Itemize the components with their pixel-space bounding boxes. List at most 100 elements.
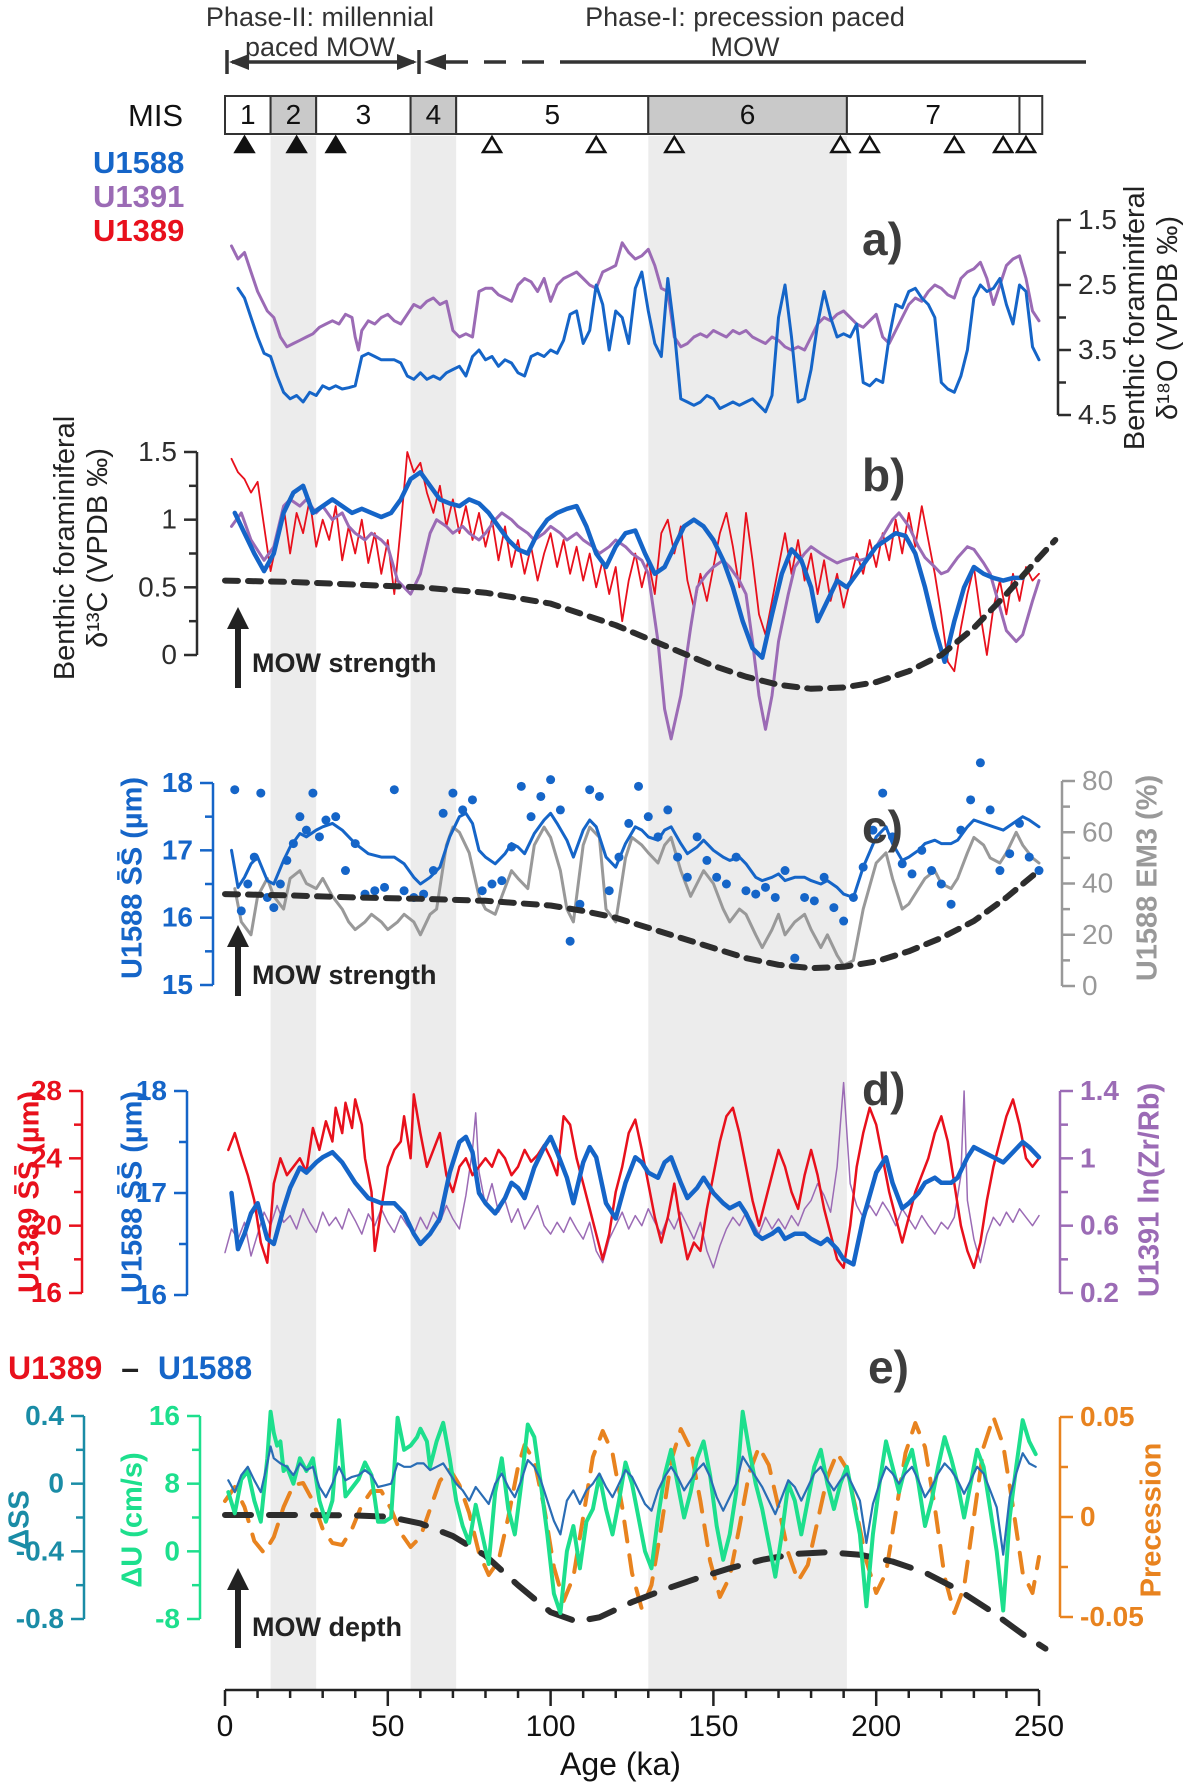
axis-a_d18o: 1.5 2.5 3.5 4.5: [1056, 204, 1117, 430]
tick-label: 1.5: [1078, 204, 1117, 235]
axis-d_znr: 1.4 1 0.6 0.2: [1058, 1075, 1119, 1308]
tick-label: 40: [1082, 868, 1113, 899]
arrowhead-left-icon: [229, 54, 249, 70]
age-axis: 0 50 100 150 200 250: [217, 1688, 1064, 1743]
series-c-u1588-ss-samples-dot: [702, 855, 712, 865]
tick-label: 17: [136, 1177, 167, 1208]
open-triangle-icon: [1014, 134, 1038, 154]
series-c-u1588-ss-samples-dot: [917, 845, 927, 855]
mis-box-4: [409, 95, 458, 135]
phase2-line1: Phase-II:: [205, 2, 314, 32]
series-c-u1588-ss-samples-dot: [256, 788, 266, 798]
tick-label: 18: [136, 1075, 167, 1106]
series-c-u1588-ss-samples-dot: [741, 886, 751, 896]
open-triangle-icon: [991, 134, 1015, 154]
mis-box-number: 5: [544, 99, 560, 130]
axis-title-d18o-line1: Benthic foraminiferal: [1119, 185, 1151, 451]
legend-u1588: U1588: [93, 145, 185, 180]
series-c-u1588-ss-samples-dot: [848, 892, 858, 902]
axis-e_du: 16 8 0 -8: [149, 1400, 202, 1634]
tick-label: 28: [31, 1075, 62, 1106]
series-c-u1588-ss-samples-dot: [467, 795, 477, 805]
series-c-u1588-ss-samples-dot: [819, 872, 829, 882]
series-c-u1588-ss-samples-dot: [295, 812, 305, 822]
series-c-u1588-ss-samples-dot: [653, 832, 663, 842]
axis-b_d13c: 1.5 1 0.5 0: [138, 436, 199, 670]
site-legend: U1588 U1391 U1389: [93, 146, 184, 248]
panel-letter-c: c): [862, 801, 903, 853]
panel-e-header: U1389 – U1588: [8, 1350, 252, 1387]
age-tick-label: 0: [217, 1710, 234, 1743]
series-c-u1588-ss-samples-dot: [604, 886, 614, 896]
filled-triangle-icon: [285, 134, 308, 154]
mow-strength-arrow-b-icon: [227, 607, 249, 688]
mis-box-1: [224, 95, 272, 135]
axis-title-du: ΔU (cm/s): [116, 1452, 149, 1588]
tick-label: 0.6: [1080, 1210, 1119, 1241]
series-c-u1588-ss-samples-dot: [1014, 818, 1024, 828]
series-c-u1588-ss-samples-dot: [809, 896, 819, 906]
series-c-u1588-ss-samples-dot: [497, 876, 507, 886]
series-c-u1588-ss-samples-dot: [516, 781, 526, 791]
series-b-u1588-benthic-d13c: [232, 470, 1025, 665]
series-c-u1588-ss-samples-dot: [555, 805, 565, 815]
axis-title-d13c-line1: Benthic foraminiferal: [49, 415, 81, 681]
series-c-u1588-ss-samples-dot: [249, 852, 259, 862]
tick-label: 17: [162, 834, 193, 865]
tick-label: 1.4: [1080, 1075, 1119, 1106]
series-c-u1588-ss-samples-dot: [682, 872, 692, 882]
panel-e-header-u1588: U1588: [157, 1350, 253, 1386]
series-c-u1588-ss-samples-dot: [288, 839, 298, 849]
series-c-u1588-ss-samples-dot: [975, 758, 985, 768]
axis-title-dss: ΔSS: [3, 1490, 36, 1550]
legend-u1389: U1389: [93, 213, 185, 248]
legend-u1391: U1391: [93, 179, 185, 214]
open-triangle-icon: [829, 134, 852, 154]
arrowhead-phase1-icon: [424, 54, 446, 70]
tick-label: 1: [1080, 1142, 1096, 1173]
series-c-u1588-ss-samples-dot: [721, 879, 731, 889]
series-b-mow-strength-trend: [222, 537, 1059, 692]
tick-label: -8: [155, 1603, 180, 1634]
series-c-u1588-ss-samples-dot: [985, 805, 995, 815]
series-c-u1588-ss-samples-dot: [966, 795, 976, 805]
tick-label: 16: [31, 1277, 62, 1308]
series-c-u1588-ss-samples-dot: [282, 855, 292, 865]
mis-box-number: 1: [240, 99, 256, 130]
axis-e_dss: 0.4 0 -0.4 -0.8: [16, 1400, 86, 1634]
filled-triangle-icon: [324, 134, 347, 154]
series-c-u1588-ss-smoothed: [230, 811, 1041, 899]
series-c-u1588-ss-samples-dot: [946, 899, 956, 909]
series-d-u1389-ss: [227, 1093, 1041, 1270]
series-c-u1588-ss-samples-dot: [634, 781, 644, 791]
series-c-u1588-ss-samples-dot: [585, 785, 595, 795]
tick-label: -0.8: [16, 1603, 64, 1634]
series-c-u1588-ss-samples-dot: [956, 825, 966, 835]
x-axis-title: Age (ka): [560, 1746, 681, 1782]
series-c-u1588-ss-samples-dot: [614, 852, 624, 862]
series-c-u1588-ss-samples-dot: [594, 791, 604, 801]
tick-label: -0.4: [16, 1535, 65, 1566]
gray-band: [270, 136, 317, 1690]
series-e-mow-depth-trend: [222, 1512, 1049, 1652]
axis-d_ss88: 18 17 16: [136, 1075, 189, 1310]
series-c-u1588-ss-samples-dot: [927, 866, 937, 876]
mis-box-number: 4: [426, 99, 442, 130]
axis-title-u1389-ss: U1389 S̄S̄ (µm): [13, 1090, 46, 1294]
tick-label: 0.4: [25, 1400, 64, 1431]
mis-box-6: [647, 95, 848, 135]
series-c-u1588-ss-samples-dot: [331, 812, 341, 822]
panel-e-header-u1389: U1389: [8, 1350, 103, 1386]
mis-box-5: [455, 95, 650, 135]
series-c-mow-strength-trend: [222, 867, 1042, 972]
panel-letter-e: e): [868, 1341, 909, 1393]
series-c-u1588-ss-samples-dot: [712, 872, 722, 882]
series-c-u1588-ss-samples-dot: [692, 832, 702, 842]
series-b-u1391-benthic-d13c: [230, 497, 1041, 741]
series-c-u1588-ss-samples-dot: [565, 936, 575, 946]
panel-letter-d: d): [862, 1063, 906, 1115]
age-tick-label: 150: [688, 1710, 738, 1743]
mis-box-number: 6: [740, 99, 756, 130]
series-c-u1588-ss-samples-dot: [839, 916, 849, 926]
